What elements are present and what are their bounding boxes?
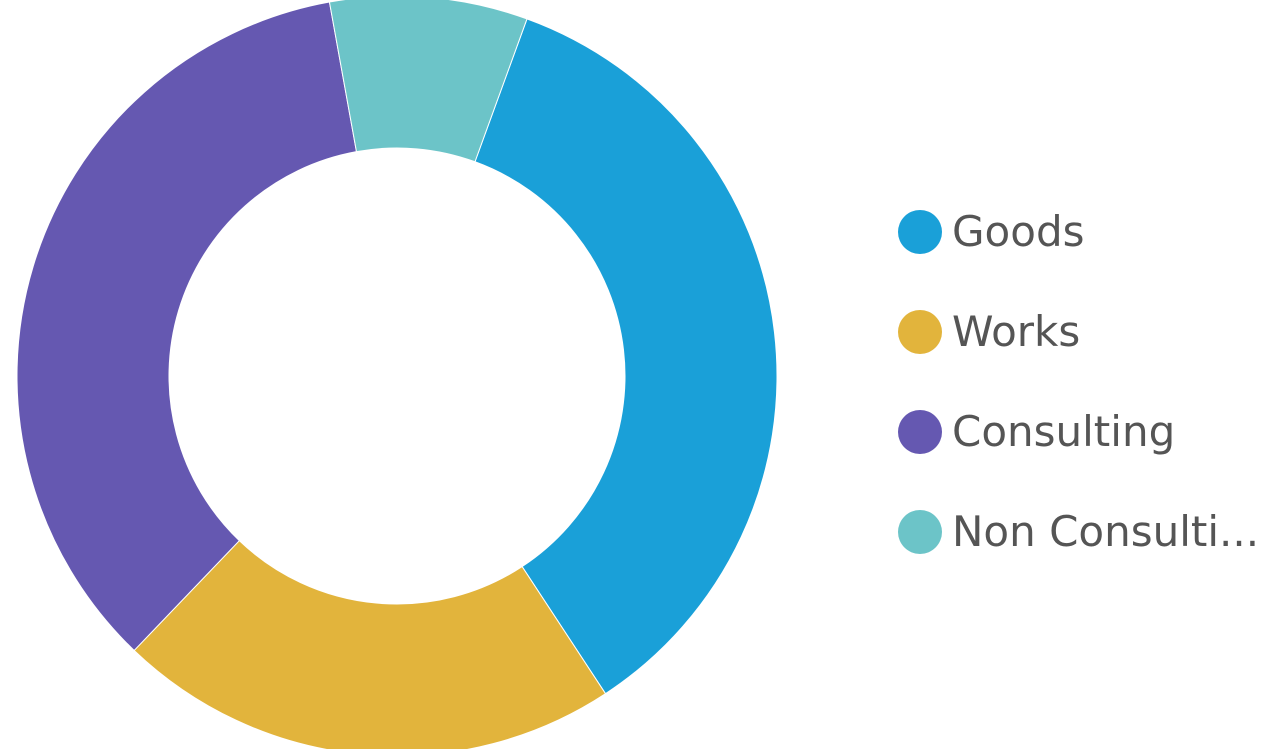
legend-label-works: Works: [952, 307, 1081, 356]
legend-item-works[interactable]: Works: [898, 302, 1268, 362]
donut-slice-goods[interactable]: [474, 18, 778, 695]
legend-label-consulting: Consulting: [952, 407, 1176, 456]
legend-dot-goods: [898, 210, 942, 254]
legend-dot-works: [898, 310, 942, 354]
legend-label-goods: Goods: [952, 207, 1085, 256]
legend-dot-consulting: [898, 410, 942, 454]
donut-slice-non-consulti[interactable]: [328, 0, 528, 163]
donut-slice-consulting[interactable]: [16, 1, 358, 652]
legend-item-non-consulting[interactable]: Non Consulti...: [898, 502, 1268, 562]
chart-legend: Goods Works Consulting Non Consulti...: [898, 202, 1268, 602]
donut-slice-works[interactable]: [133, 539, 607, 749]
legend-label-non-consulting: Non Consulti...: [952, 507, 1260, 556]
legend-item-consulting[interactable]: Consulting: [898, 402, 1268, 462]
legend-item-goods[interactable]: Goods: [898, 202, 1268, 262]
legend-dot-non-consulting: [898, 510, 942, 554]
